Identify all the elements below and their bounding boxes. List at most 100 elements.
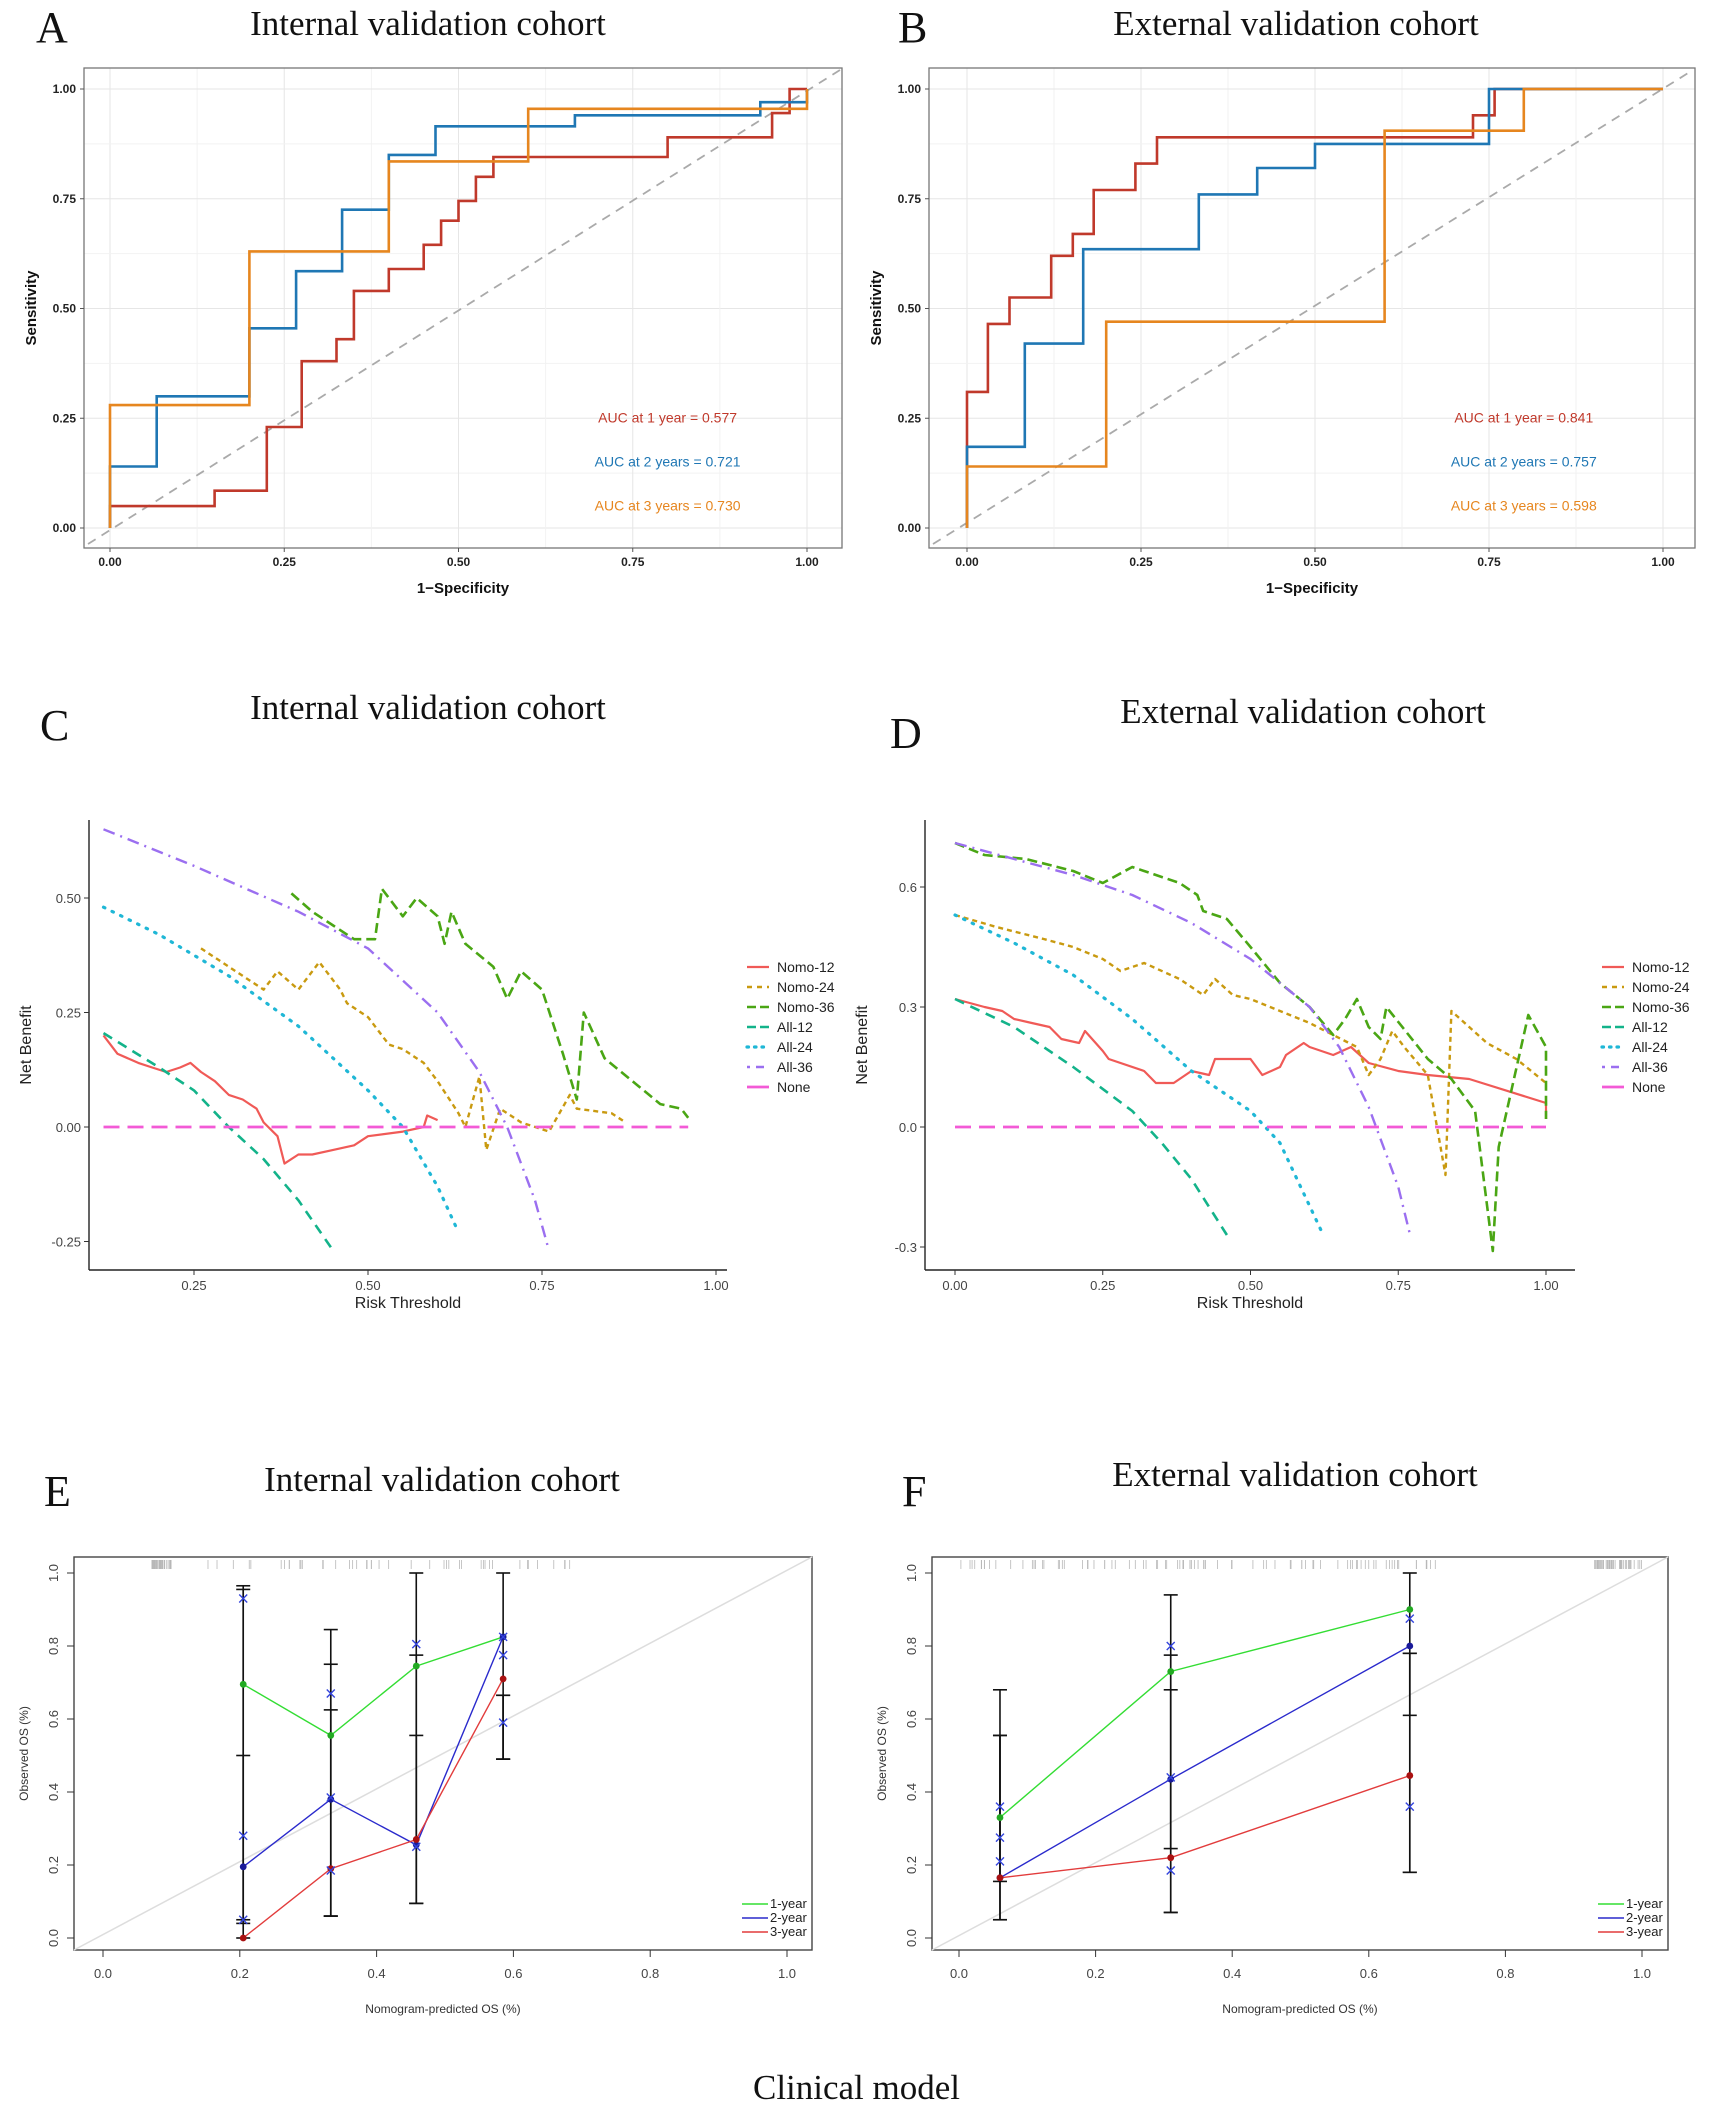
calibration-point: [1406, 1772, 1414, 1779]
legend-label-nomo-24: Nomo-24: [1632, 979, 1690, 995]
y-tick-label: 0.4: [904, 1783, 919, 1801]
bias-corrected-mark: [995, 1856, 1005, 1866]
calibration-point: [1167, 1775, 1175, 1783]
panel-a-letter: A: [36, 3, 68, 52]
y-tick-label: 0.0: [899, 1120, 917, 1135]
roc-curve-2-years: [965, 87, 1663, 528]
y-tick-label: 0.6: [904, 1710, 919, 1728]
x-tick-label: 1.00: [703, 1278, 728, 1293]
bias-corrected-mark: [995, 1802, 1005, 1812]
panel-e-letter: E: [44, 1467, 71, 1516]
auc-annotation: AUC at 2 years = 0.721: [595, 453, 741, 469]
calibration-line-1-year: [242, 1636, 504, 1737]
calibration-point: [327, 1865, 335, 1873]
x-tick-label: 0.75: [1477, 555, 1501, 569]
calibration-point: [327, 1732, 335, 1739]
x-tick-label: 1.00: [1651, 555, 1675, 569]
bias-corrected-mark: [498, 1632, 508, 1642]
y-tick-label: 0.75: [53, 192, 77, 206]
curve-all-12: [102, 1031, 335, 1252]
curve-all-36: [954, 841, 1412, 1236]
legend-label-all-36: All-36: [1632, 1059, 1668, 1075]
y-axis-title: Sensitivity: [23, 270, 40, 346]
panel-a-title: Internal validation cohort: [250, 4, 606, 43]
y-axis-title: Net Benefit: [854, 1005, 871, 1085]
y-tick-label: 0.6: [899, 880, 917, 895]
x-tick-label: 0.25: [1129, 555, 1153, 569]
x-tick-label: 1.0: [1633, 1966, 1651, 1981]
decision-curve-chart-C: 0.25 0.50 0.75 1.00 -0.25 0.00 0.25 0.50 Risk Th…: [18, 820, 835, 1312]
calibration-line-3-year: [242, 1678, 504, 1939]
auc-annotation: AUC at 3 years = 0.730: [595, 497, 741, 513]
prediction-rug: [960, 1560, 1642, 1569]
y-tick-label: 0.0: [904, 1929, 919, 1947]
calibration-point: [239, 1934, 247, 1942]
legend-label-2-year: 2-year: [770, 1910, 808, 1925]
bias-corrected-mark: [1405, 1614, 1415, 1624]
bias-corrected-mark: [238, 1831, 248, 1841]
y-tick-label: 1.00: [53, 82, 77, 96]
plot-frame: [73, 1556, 813, 1951]
x-tick-label: 0.00: [955, 555, 979, 569]
x-axis-title: 1−Specificity: [417, 580, 510, 597]
x-axis-title: Risk Threshold: [1197, 1295, 1303, 1312]
calibration-point: [412, 1836, 420, 1843]
curve-nomo-24: [200, 947, 627, 1152]
y-tick-label: -0.25: [51, 1235, 81, 1250]
x-axis-title: 1−Specificity: [1266, 580, 1359, 597]
y-tick-label: 0.25: [56, 1006, 81, 1021]
reference-diagonal: [87, 69, 841, 545]
legend-label-nomo-36: Nomo-36: [777, 999, 835, 1015]
calibration-point: [412, 1662, 420, 1670]
bias-corrected-mark: [411, 1639, 421, 1649]
x-tick-label: 0.00: [98, 555, 122, 569]
x-tick-label: 0.0: [950, 1966, 968, 1981]
x-tick-label: 1.0: [778, 1966, 796, 1981]
x-tick-label: 0.25: [181, 1278, 206, 1293]
y-tick-label: 1.0: [46, 1564, 61, 1582]
y-tick-label: 0.6: [46, 1710, 61, 1728]
legend-label-3-year: 3-year: [1626, 1924, 1664, 1939]
y-tick-label: 0.00: [898, 521, 922, 535]
curve-nomo-36: [954, 841, 1548, 1253]
x-tick-label: 0.50: [355, 1278, 380, 1293]
panel-c-title: Internal validation cohort: [250, 688, 606, 727]
bias-corrected-mark: [411, 1842, 421, 1852]
prediction-rug: [151, 1560, 571, 1569]
x-tick-label: 0.8: [641, 1966, 659, 1981]
plot-frame: [931, 1556, 1669, 1951]
y-tick-label: 0.0: [46, 1929, 61, 1947]
panel-e-title: Internal validation cohort: [264, 1460, 620, 1499]
bias-corrected-mark: [238, 1915, 248, 1925]
ideal-calibration-line: [931, 1556, 1669, 1951]
y-tick-label: 0.8: [904, 1637, 919, 1655]
panel-b-letter: B: [898, 3, 928, 52]
y-tick-label: -0.3: [895, 1240, 917, 1255]
bias-corrected-mark: [326, 1865, 336, 1875]
legend-label-nomo-24: Nomo-24: [777, 979, 835, 995]
legend-label-1-year: 1-year: [770, 1896, 808, 1911]
y-tick-label: 1.00: [898, 82, 922, 96]
x-tick-label: 0.2: [1087, 1966, 1105, 1981]
y-tick-label: 0.50: [53, 302, 77, 316]
calibration-line-1-year: [999, 1608, 1410, 1819]
x-tick-label: 0.0: [94, 1966, 112, 1981]
bias-corrected-mark: [498, 1650, 508, 1660]
x-tick-label: 0.50: [1303, 555, 1327, 569]
x-tick-label: 0.25: [1090, 1278, 1115, 1293]
y-tick-label: 0.00: [56, 1120, 81, 1135]
x-axis-title: Risk Threshold: [355, 1295, 461, 1312]
bias-corrected-mark: [1166, 1641, 1176, 1651]
y-axis-title: Net Benefit: [18, 1005, 35, 1085]
curve-nomo-12: [954, 997, 1548, 1119]
y-tick-label: 0.4: [46, 1783, 61, 1801]
auc-annotation: AUC at 2 years = 0.757: [1451, 453, 1597, 469]
bias-corrected-mark: [326, 1688, 336, 1698]
y-axis-title: Observed OS (%): [875, 1706, 889, 1801]
calibration-point: [239, 1680, 247, 1688]
bias-corrected-mark: [238, 1594, 248, 1604]
legend-label-nomo-12: Nomo-12: [777, 959, 835, 975]
legend-label-nomo-12: Nomo-12: [1632, 959, 1690, 975]
curve-nomo-36: [290, 887, 690, 1119]
